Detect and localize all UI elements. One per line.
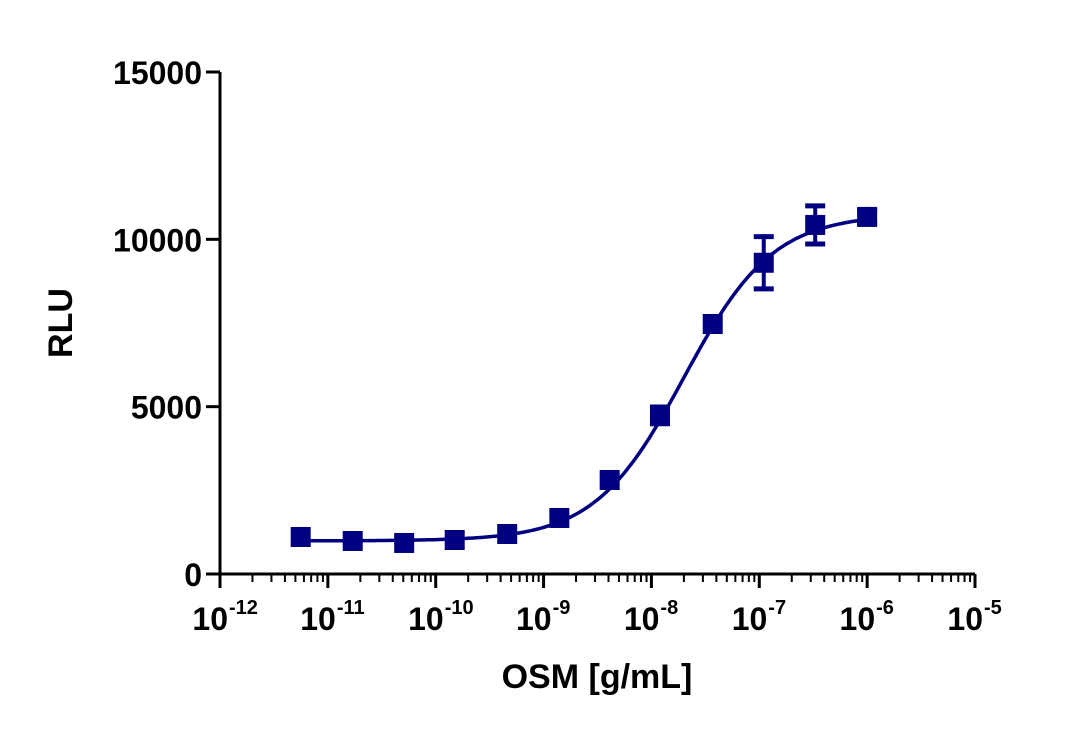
data-point — [342, 531, 363, 552]
data-point — [753, 252, 774, 273]
x-tick-label: 10 — [732, 601, 768, 637]
x-tick-label: 10 — [624, 601, 660, 637]
data-point — [290, 526, 311, 547]
x-tick-exponent: -11 — [337, 597, 365, 619]
data-point — [702, 314, 723, 335]
data-point — [444, 529, 465, 550]
y-tick-label: 5000 — [131, 390, 202, 426]
data-point — [805, 214, 826, 235]
x-tick-label: 10 — [516, 601, 552, 637]
x-tick-base: 10 — [300, 601, 336, 637]
x-tick-base: 10 — [840, 601, 876, 637]
data-point — [649, 405, 670, 426]
x-tick-base: 10 — [408, 601, 444, 637]
fit-curve — [300, 217, 868, 543]
x-tick-exponent: -9 — [553, 597, 571, 619]
y-tick-label: 10000 — [113, 222, 202, 258]
x-tick-base: 10 — [947, 601, 983, 637]
x-tick-base: 10 — [624, 601, 660, 637]
x-axis-label: OSM [g/mL] — [502, 658, 693, 696]
y-tick-label: 0 — [184, 557, 202, 593]
data-point — [857, 206, 878, 227]
x-tick-base: 10 — [192, 601, 228, 637]
x-tick-base: 10 — [732, 601, 768, 637]
data-point — [599, 469, 620, 490]
x-tick-label: 10 — [840, 601, 876, 637]
x-tick-exponent: -10 — [445, 597, 474, 619]
x-tick-base: 10 — [516, 601, 552, 637]
data-point — [394, 532, 415, 553]
x-tick-label: 10 — [408, 601, 444, 637]
x-tick-exponent: -5 — [984, 597, 1002, 619]
x-tick-label: 10 — [947, 601, 983, 637]
x-tick-label: 10 — [300, 601, 336, 637]
x-tick-exponent: -6 — [876, 597, 894, 619]
y-tick-label: 15000 — [113, 55, 202, 91]
x-tick-exponent: -12 — [229, 597, 258, 619]
x-tick-exponent: -8 — [660, 597, 678, 619]
y-axis-label: RLU — [42, 288, 80, 358]
data-point — [497, 524, 518, 545]
x-tick-exponent: -7 — [768, 597, 786, 619]
data-point — [549, 507, 570, 528]
x-tick-label: 10 — [192, 601, 228, 637]
